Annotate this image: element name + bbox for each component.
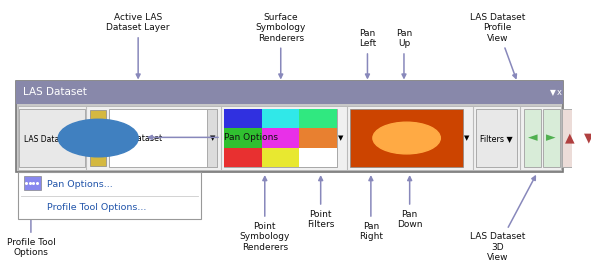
- Text: Pan
Up: Pan Up: [396, 29, 412, 78]
- Text: ▼: ▼: [584, 131, 591, 144]
- FancyBboxPatch shape: [224, 148, 262, 167]
- Text: Pan
Left: Pan Left: [359, 29, 376, 78]
- FancyBboxPatch shape: [19, 109, 85, 167]
- FancyBboxPatch shape: [580, 109, 591, 167]
- Text: Profile Tool Options...: Profile Tool Options...: [47, 203, 146, 212]
- FancyBboxPatch shape: [299, 128, 337, 148]
- Text: Pan
Down: Pan Down: [397, 177, 423, 229]
- FancyBboxPatch shape: [15, 81, 563, 104]
- Text: ▼: ▼: [464, 135, 469, 141]
- Text: LAS dataset: LAS dataset: [113, 134, 162, 143]
- FancyBboxPatch shape: [299, 109, 337, 128]
- Text: Filters ▼: Filters ▼: [480, 134, 513, 143]
- Text: Point
Filters: Point Filters: [307, 177, 335, 229]
- Text: LAS Dataset
3D
View: LAS Dataset 3D View: [470, 176, 535, 262]
- FancyBboxPatch shape: [24, 176, 41, 190]
- FancyBboxPatch shape: [262, 128, 299, 148]
- Text: ◄: ◄: [528, 131, 537, 144]
- Circle shape: [59, 119, 138, 157]
- FancyBboxPatch shape: [18, 106, 561, 170]
- Text: Pan
Right: Pan Right: [359, 177, 383, 241]
- Text: Surface
Symbology
Renderers: Surface Symbology Renderers: [255, 13, 306, 78]
- FancyBboxPatch shape: [561, 109, 579, 167]
- FancyBboxPatch shape: [350, 109, 463, 167]
- Text: ▼: ▼: [210, 135, 215, 141]
- Text: ▲: ▲: [565, 131, 575, 144]
- Text: Active LAS
Dataset Layer: Active LAS Dataset Layer: [106, 13, 170, 78]
- Text: LAS Dataset: LAS Dataset: [23, 88, 87, 98]
- Circle shape: [373, 122, 440, 154]
- Text: ▼: ▼: [338, 135, 343, 141]
- FancyBboxPatch shape: [543, 109, 560, 167]
- FancyBboxPatch shape: [224, 109, 337, 167]
- Text: x: x: [556, 88, 561, 97]
- FancyBboxPatch shape: [524, 109, 541, 167]
- FancyBboxPatch shape: [18, 172, 201, 219]
- Text: ►: ►: [547, 131, 556, 144]
- FancyBboxPatch shape: [207, 109, 217, 167]
- Text: Profile Tool
Options: Profile Tool Options: [7, 177, 56, 257]
- FancyBboxPatch shape: [262, 109, 299, 128]
- Text: LAS Dataset
Profile
View: LAS Dataset Profile View: [470, 13, 525, 78]
- FancyBboxPatch shape: [476, 109, 517, 167]
- Text: Pan Options: Pan Options: [148, 133, 278, 142]
- Text: Pan Options...: Pan Options...: [47, 180, 113, 189]
- Text: ▼: ▼: [550, 88, 556, 97]
- FancyBboxPatch shape: [15, 81, 563, 172]
- Text: LAS Dataset ▼: LAS Dataset ▼: [24, 134, 79, 143]
- FancyBboxPatch shape: [299, 148, 337, 167]
- FancyBboxPatch shape: [224, 128, 262, 148]
- FancyBboxPatch shape: [224, 109, 262, 128]
- FancyBboxPatch shape: [90, 110, 106, 166]
- FancyBboxPatch shape: [109, 109, 217, 167]
- Text: Point
Symbology
Renderers: Point Symbology Renderers: [239, 177, 290, 251]
- FancyBboxPatch shape: [262, 148, 299, 167]
